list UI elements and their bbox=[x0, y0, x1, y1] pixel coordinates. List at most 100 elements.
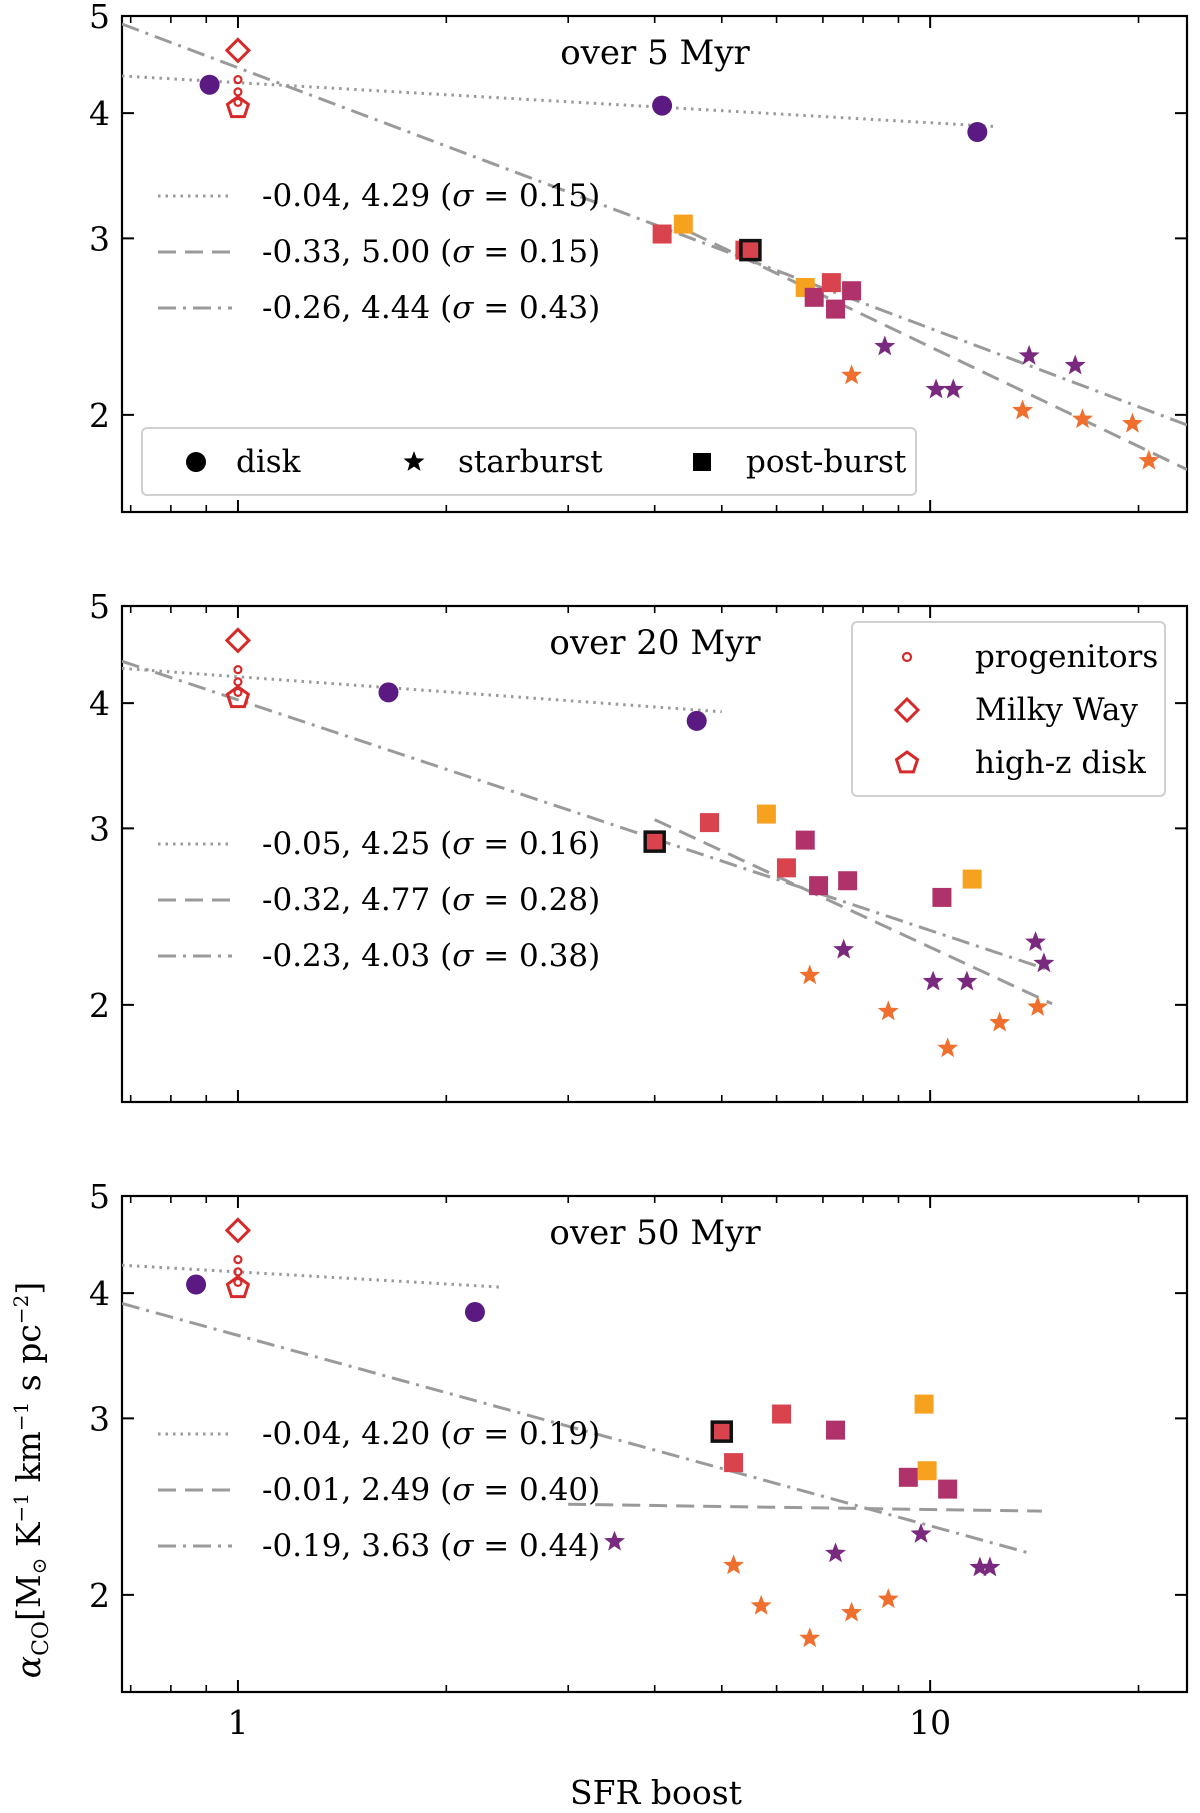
starburst-marker bbox=[1018, 344, 1040, 365]
starburst-marker bbox=[877, 1000, 899, 1021]
disk-marker bbox=[186, 1274, 207, 1295]
postburst-marker bbox=[804, 287, 824, 307]
legend-square-icon bbox=[693, 453, 711, 471]
milky-way-marker bbox=[224, 37, 252, 64]
starburst-marker bbox=[925, 378, 947, 399]
y-tick-label: 5 bbox=[89, 1177, 110, 1216]
starburst-marker bbox=[799, 964, 821, 985]
y-tick-label: 2 bbox=[89, 986, 110, 1025]
postburst-marker bbox=[673, 214, 693, 234]
panel-title: over 5 Myr bbox=[560, 33, 750, 73]
legend-star-icon bbox=[403, 451, 425, 471]
fit-line-dotted bbox=[122, 666, 722, 714]
progenitor-marker bbox=[233, 1267, 243, 1277]
panel-2: 2 3 4 5 over 20 Myr -0.05, 4.25 (σ = 0.16) -0.… bbox=[89, 587, 1189, 1104]
marker-legend-box bbox=[141, 427, 917, 496]
starburst-marker bbox=[841, 364, 862, 385]
fit-legend-label: -0.01, 2.49 (σ = 0.40) bbox=[262, 1472, 600, 1508]
legend-disk-icon bbox=[186, 452, 206, 472]
postburst-highlight-marker bbox=[739, 238, 762, 262]
postburst-marker bbox=[962, 869, 982, 889]
y-tick-label: 5 bbox=[89, 587, 110, 626]
postburst-marker bbox=[838, 871, 858, 891]
postburst-marker bbox=[821, 273, 841, 293]
progenitor-marker bbox=[233, 1255, 243, 1265]
disk-marker bbox=[686, 710, 707, 731]
disk-marker bbox=[967, 122, 988, 143]
fit-line-dotted bbox=[122, 74, 998, 129]
marker-legend-label: starburst bbox=[458, 444, 603, 480]
legend-high-z-icon bbox=[894, 750, 920, 774]
starburst-marker bbox=[1122, 412, 1143, 433]
fit-legend-label: -0.23, 4.03 (σ = 0.38) bbox=[262, 938, 600, 974]
legend-progenitor-icon bbox=[901, 651, 913, 663]
fit-legend-label: -0.32, 4.77 (σ = 0.28) bbox=[262, 882, 600, 918]
fit-legend-label: -0.04, 4.20 (σ = 0.19) bbox=[262, 1416, 600, 1452]
progenitor-marker bbox=[233, 97, 243, 107]
postburst-marker bbox=[772, 1404, 792, 1424]
starburst-marker bbox=[1064, 354, 1086, 375]
progenitor-marker bbox=[233, 1277, 243, 1287]
progenitor-legend-box bbox=[851, 621, 1166, 797]
starburst-marker bbox=[979, 1556, 1001, 1577]
fit-line-dashed bbox=[689, 230, 1187, 471]
x-tick-label: 10 bbox=[909, 1703, 951, 1742]
fit-line-dashdot bbox=[122, 659, 1053, 973]
starburst-marker bbox=[750, 1594, 772, 1615]
milky-way-marker bbox=[224, 627, 252, 654]
disk-marker bbox=[652, 95, 673, 116]
y-axis-label: αCO[M⊙ K−1 km−1 s pc−2] bbox=[9, 1282, 54, 1678]
starburst-marker bbox=[922, 970, 944, 991]
y-tick-label: 4 bbox=[89, 684, 110, 723]
progenitor-marker bbox=[233, 677, 243, 687]
y-tick-label: 3 bbox=[89, 809, 110, 848]
postburst-marker bbox=[652, 224, 672, 244]
starburst-marker bbox=[910, 1523, 932, 1543]
starburst-marker bbox=[1072, 408, 1093, 429]
legend-milky-way-icon bbox=[893, 696, 921, 724]
starburst-marker bbox=[989, 1011, 1011, 1032]
fit-lines bbox=[122, 659, 1053, 1006]
y-tick-label: 2 bbox=[89, 1576, 110, 1615]
fit-lines bbox=[122, 1263, 1042, 1556]
fit-line-dashdot bbox=[122, 1302, 1032, 1556]
postburst-marker bbox=[826, 1420, 846, 1440]
high-z-disk-marker bbox=[225, 684, 251, 709]
starburst-marker bbox=[1012, 399, 1033, 420]
starburst-marker bbox=[1027, 996, 1049, 1016]
fit-legend-label: -0.19, 3.63 (σ = 0.44) bbox=[262, 1528, 600, 1564]
postburst-marker bbox=[938, 1479, 958, 1499]
starburst-marker bbox=[1033, 952, 1055, 973]
starburst-marker bbox=[604, 1530, 625, 1551]
fit-legend-label: -0.04, 4.29 (σ = 0.15) bbox=[262, 178, 600, 214]
fit-line-dashed bbox=[654, 818, 1053, 1006]
fit-legend-label: -0.05, 4.25 (σ = 0.16) bbox=[262, 826, 600, 862]
progenitor-marker bbox=[233, 87, 243, 97]
starburst-marker bbox=[833, 938, 855, 959]
high-z-disk-marker bbox=[225, 94, 251, 119]
postburst-marker bbox=[826, 299, 846, 319]
postburst-marker bbox=[932, 887, 952, 907]
postburst-highlight-marker bbox=[710, 1420, 734, 1443]
fit-legend-label: -0.33, 5.00 (σ = 0.15) bbox=[262, 234, 600, 270]
postburst-marker bbox=[917, 1461, 937, 1481]
postburst-marker bbox=[699, 813, 719, 833]
postburst-marker bbox=[842, 281, 862, 301]
progenitor-legend-label: Milky Way bbox=[975, 692, 1138, 728]
y-tick-label: 3 bbox=[89, 1399, 110, 1438]
marker-legend-label: post-burst bbox=[746, 444, 907, 480]
disk-marker bbox=[199, 74, 220, 95]
starburst-marker bbox=[1138, 449, 1160, 470]
high-z-disk-marker bbox=[225, 1274, 251, 1299]
postburst-marker bbox=[795, 830, 815, 850]
starburst-marker bbox=[942, 378, 964, 399]
fit-line-dashed bbox=[568, 1502, 1042, 1513]
progenitor-marker bbox=[233, 687, 243, 697]
x-axis-label: SFR boost bbox=[570, 1773, 742, 1812]
postburst-marker bbox=[724, 1453, 744, 1473]
panel-title: over 20 Myr bbox=[549, 623, 761, 663]
progenitor-legend-label: progenitors bbox=[975, 639, 1158, 675]
starburst-marker bbox=[1025, 931, 1046, 951]
marker-legend-label: disk bbox=[236, 444, 301, 480]
postburst-marker bbox=[756, 804, 776, 824]
